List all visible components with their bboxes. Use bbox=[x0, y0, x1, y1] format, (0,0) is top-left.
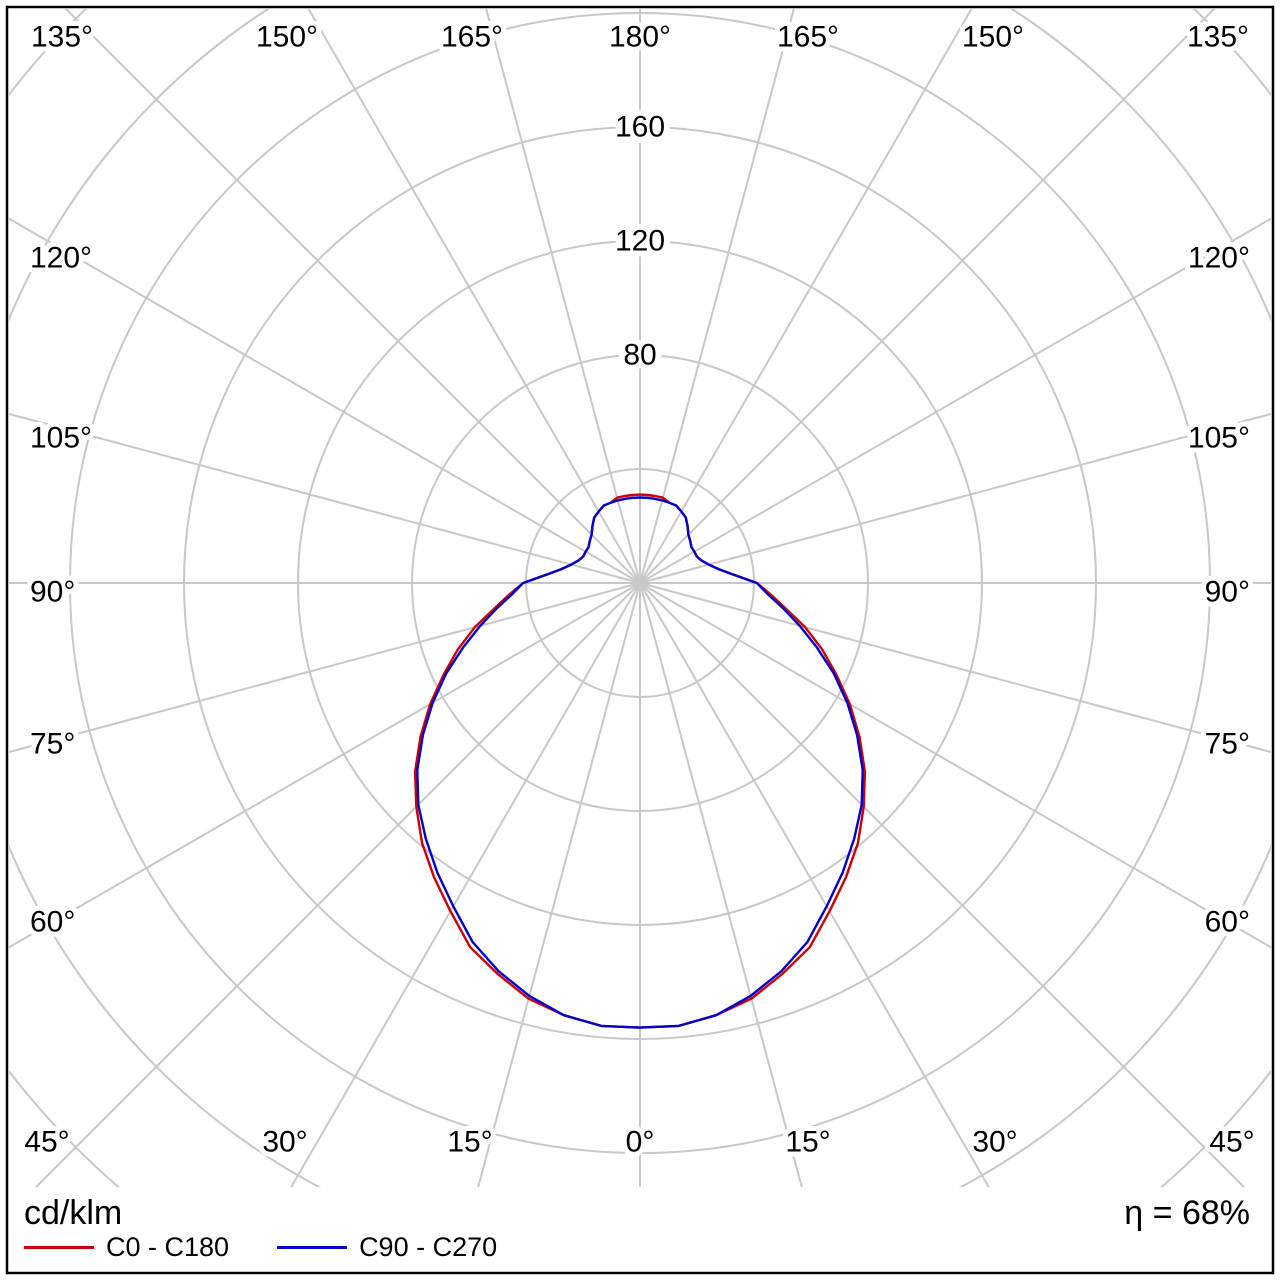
grid-ray bbox=[639, 9, 795, 584]
angle-tick-label: 90° bbox=[30, 576, 75, 609]
radial-tick-label: 120 bbox=[615, 225, 665, 258]
radial-tick-label: 80 bbox=[623, 339, 656, 372]
grid-ray bbox=[9, 582, 641, 949]
angle-tick-label: 60° bbox=[30, 906, 75, 939]
legend: C0 - C180 C90 - C270 bbox=[24, 1232, 545, 1263]
efficiency-label: η = 68% bbox=[1124, 1194, 1250, 1232]
unit-label: cd/klm bbox=[24, 1194, 123, 1232]
angle-tick-label: 60° bbox=[1205, 906, 1250, 939]
angle-tick-label: 150° bbox=[962, 21, 1024, 54]
angle-tick-label: 165° bbox=[441, 21, 503, 54]
legend-item-c90-c270: C90 - C270 bbox=[277, 1232, 497, 1263]
angle-tick-label: 165° bbox=[777, 21, 839, 54]
legend-item-c0-c180: C0 - C180 bbox=[24, 1232, 229, 1263]
grid-ray bbox=[290, 582, 641, 1187]
angle-tick-label: 75° bbox=[1205, 728, 1250, 761]
intensity-curves bbox=[413, 493, 867, 1029]
angle-tick-label: 105° bbox=[1188, 422, 1250, 455]
legend-label-c0-c180: C0 - C180 bbox=[106, 1232, 230, 1262]
angle-tick-label: 15° bbox=[785, 1126, 830, 1159]
page-border bbox=[5, 5, 1275, 1275]
grid-ray bbox=[307, 9, 641, 584]
radial-tick-label: 160 bbox=[615, 111, 665, 144]
angle-tick-label: 45° bbox=[24, 1126, 69, 1159]
angle-tick-label: 15° bbox=[447, 1126, 492, 1159]
grid-ray bbox=[639, 217, 1271, 584]
angle-tick-label: 135° bbox=[31, 21, 93, 54]
grid-ray bbox=[477, 582, 641, 1187]
grid-ray bbox=[485, 9, 641, 584]
grid-ray bbox=[64, 9, 641, 584]
grid-ray bbox=[9, 412, 641, 584]
legend-line-c90-c270 bbox=[277, 1246, 348, 1249]
angle-tick-label: 90° bbox=[1205, 576, 1250, 609]
angle-tick-label: 0° bbox=[626, 1126, 655, 1159]
angle-tick-label: 180° bbox=[609, 21, 671, 54]
grid-ray bbox=[639, 582, 1271, 949]
angle-tick-label: 30° bbox=[972, 1126, 1017, 1159]
angle-tick-label: 135° bbox=[1187, 21, 1249, 54]
legend-label-c90-c270: C90 - C270 bbox=[359, 1232, 498, 1262]
angle-tick-label: 30° bbox=[262, 1126, 307, 1159]
angle-tick-label: 150° bbox=[256, 21, 318, 54]
grid-ray bbox=[9, 217, 641, 584]
angle-tick-label: 75° bbox=[30, 728, 75, 761]
angle-tick-label: 120° bbox=[1188, 242, 1250, 275]
grid-ray bbox=[639, 582, 803, 1187]
angle-tick-label: 45° bbox=[1209, 1126, 1254, 1159]
grid-ray bbox=[639, 582, 1246, 1187]
grid-ray bbox=[639, 9, 1216, 584]
curve-c90-c270 bbox=[416, 496, 864, 1029]
grid-ray bbox=[639, 9, 973, 584]
grid-ray bbox=[639, 582, 990, 1187]
angle-tick-label: 105° bbox=[30, 422, 92, 455]
grid-ray bbox=[34, 582, 641, 1187]
grid-ray bbox=[639, 582, 1271, 754]
grid-ray bbox=[639, 412, 1271, 584]
angle-tick-label: 120° bbox=[30, 242, 92, 275]
tick-labels: 135° 150° 165° 180° 165° 150° 135° 120° 105° 90° 7… bbox=[19, 16, 1259, 1164]
legend-line-c0-c180 bbox=[24, 1246, 94, 1249]
grid-ray bbox=[9, 582, 641, 754]
